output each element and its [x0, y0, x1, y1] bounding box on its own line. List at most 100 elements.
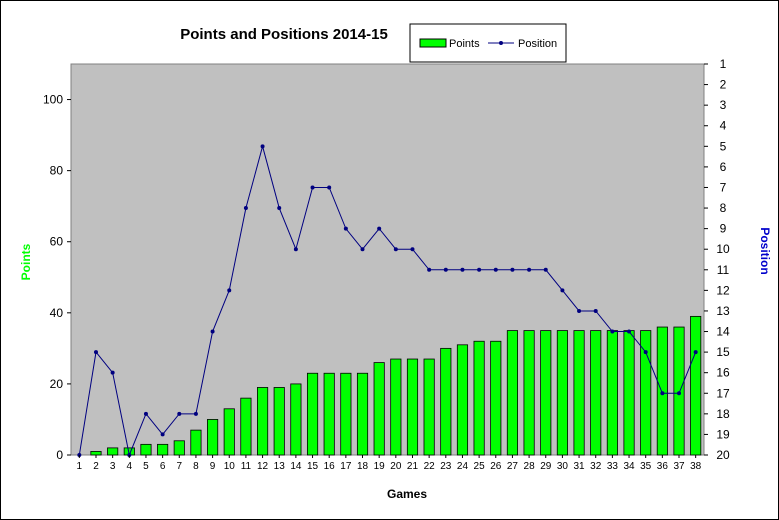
y2-tick-label-20: 20: [716, 448, 730, 462]
x-tick-label-13: 13: [274, 461, 286, 472]
y2-tick-label-4: 4: [720, 119, 727, 133]
x-tick-label-7: 7: [176, 461, 182, 472]
position-point-31: [577, 308, 582, 313]
position-point-10: [227, 288, 232, 293]
x-tick-label-30: 30: [557, 461, 569, 472]
points-bar-3: [107, 447, 119, 456]
y2-tick-label-2: 2: [720, 78, 727, 92]
y2-axis-title: Position: [758, 227, 772, 274]
points-bar-34: [623, 330, 635, 456]
x-tick-label-29: 29: [540, 461, 552, 472]
position-point-25: [477, 267, 482, 272]
x-tick-label-31: 31: [574, 461, 586, 472]
x-tick-label-23: 23: [440, 461, 452, 472]
y-tick-label-0: 0: [56, 448, 63, 462]
position-point-7: [177, 411, 182, 416]
y-tick-label-60: 60: [50, 235, 64, 249]
x-tick-label-4: 4: [127, 461, 133, 472]
position-point-28: [527, 267, 532, 272]
y-tick-label-100: 100: [43, 93, 63, 107]
x-tick-label-36: 36: [657, 461, 669, 472]
x-tick-label-18: 18: [357, 461, 369, 472]
position-point-5: [143, 411, 148, 416]
x-tick-label-21: 21: [407, 461, 419, 472]
points-bar-16: [323, 372, 335, 456]
points-bar-27: [506, 330, 518, 456]
points-bar-30: [556, 330, 568, 456]
x-tick-label-22: 22: [424, 461, 436, 472]
y2-tick-label-14: 14: [716, 325, 730, 339]
x-tick-label-8: 8: [193, 461, 199, 472]
y-tick-label-20: 20: [50, 377, 64, 391]
y2-tick-label-5: 5: [720, 139, 727, 153]
y2-tick-label-9: 9: [720, 222, 727, 236]
x-tick-label-14: 14: [290, 461, 302, 472]
points-bar-6: [157, 443, 169, 456]
points-bar-19: [373, 362, 385, 456]
points-bar-2: [90, 451, 102, 456]
points-bar-15: [306, 372, 319, 456]
points-bar-22: [423, 358, 435, 456]
x-tick-label-9: 9: [210, 461, 216, 472]
position-point-3: [110, 370, 115, 375]
x-tick-label-12: 12: [257, 461, 269, 472]
points-bar-29: [540, 330, 552, 456]
position-point-22: [427, 267, 432, 272]
position-point-12: [260, 144, 265, 149]
y2-tick-label-12: 12: [716, 283, 730, 297]
position-point-29: [543, 267, 548, 272]
y2-tick-label-18: 18: [716, 407, 730, 421]
points-bar-31: [573, 330, 585, 456]
x-tick-label-28: 28: [524, 461, 536, 472]
axes-layer: 0204060801001234567891011121314151617181…: [43, 57, 730, 472]
position-point-13: [277, 206, 282, 211]
y2-tick-label-16: 16: [716, 366, 730, 380]
position-point-6: [160, 432, 165, 437]
points-bar-36: [656, 326, 668, 456]
x-tick-label-17: 17: [340, 461, 352, 472]
position-point-8: [193, 411, 198, 416]
points-bar-12: [256, 387, 269, 456]
points-bar-33: [606, 330, 618, 456]
y2-tick-label-13: 13: [716, 304, 730, 318]
points-bar-9: [207, 419, 219, 456]
x-tick-label-1: 1: [77, 461, 83, 472]
points-bar-14: [290, 383, 302, 456]
x-tick-label-37: 37: [673, 461, 685, 472]
points-bar-37: [673, 326, 685, 456]
x-tick-label-16: 16: [324, 461, 336, 472]
legend-points-label: Points: [449, 38, 480, 50]
position-point-20: [393, 247, 398, 252]
x-tick-label-38: 38: [690, 461, 702, 472]
x-tick-label-25: 25: [474, 461, 486, 472]
y2-tick-label-7: 7: [720, 180, 727, 194]
points-bar-38: [690, 315, 702, 456]
x-tick-label-27: 27: [507, 461, 519, 472]
points-bar-24: [456, 344, 469, 456]
position-line-layer: [77, 144, 698, 457]
position-point-38: [693, 350, 698, 355]
bars-layer: [90, 315, 702, 456]
x-tick-label-5: 5: [143, 461, 149, 472]
position-point-16: [327, 185, 332, 190]
x-tick-label-20: 20: [390, 461, 402, 472]
points-bar-8: [190, 429, 202, 456]
position-point-17: [343, 226, 348, 231]
x-tick-label-34: 34: [623, 461, 635, 472]
x-tick-label-10: 10: [224, 461, 236, 472]
y-tick-label-80: 80: [50, 164, 64, 178]
position-point-27: [510, 267, 515, 272]
y2-tick-label-8: 8: [720, 201, 727, 215]
legend-points-swatch: [419, 38, 447, 48]
x-tick-label-2: 2: [93, 461, 99, 472]
position-point-18: [360, 247, 365, 252]
y2-tick-label-17: 17: [716, 386, 730, 400]
position-point-37: [677, 391, 682, 396]
points-bar-32: [590, 330, 602, 456]
points-bar-7: [173, 440, 185, 456]
x-tick-label-32: 32: [590, 461, 602, 472]
x-tick-label-26: 26: [490, 461, 502, 472]
position-point-24: [460, 267, 465, 272]
points-bar-17: [340, 372, 352, 456]
